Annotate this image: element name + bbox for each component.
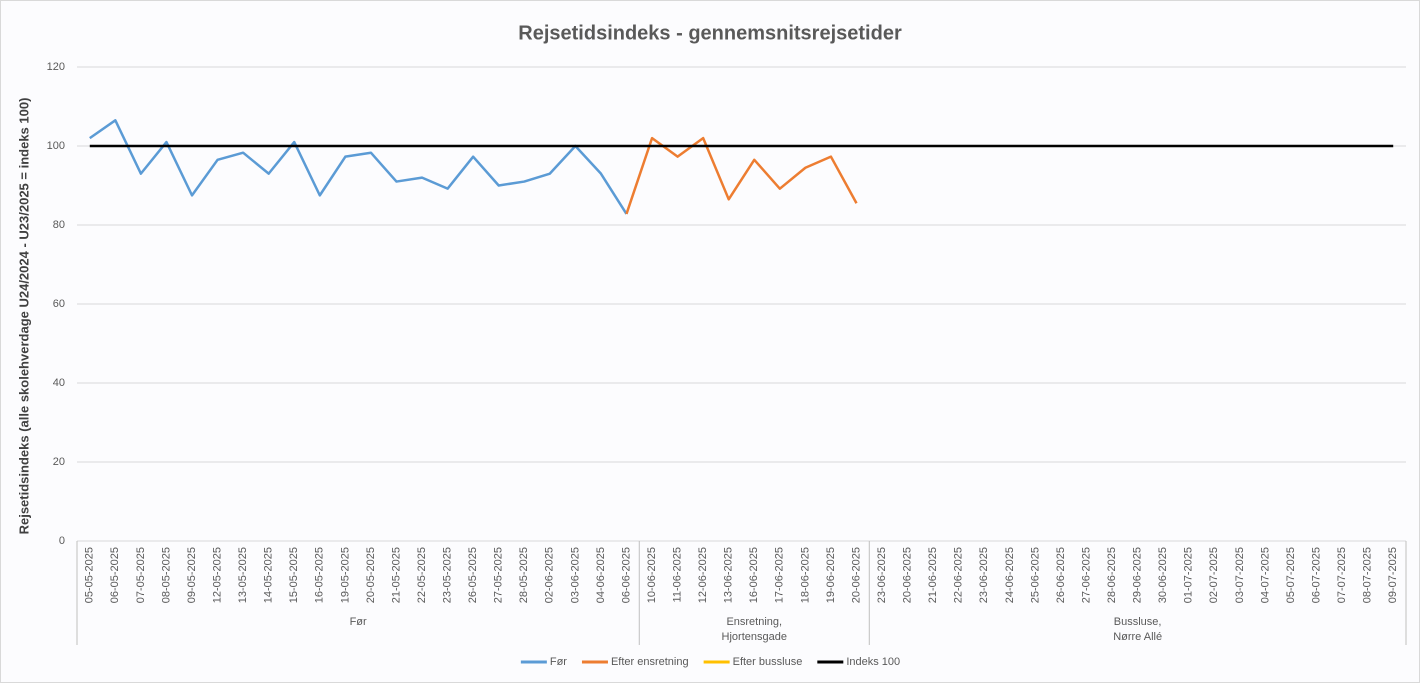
x-tick-label: 16-05-2025 [314,547,326,603]
x-tick-label: 27-06-2025 [1080,547,1092,603]
x-tick-label: 02-06-2025 [544,547,556,603]
series-line [625,136,858,215]
y-tick-label: 40 [53,377,65,389]
x-tick-label: 15-05-2025 [288,547,300,603]
x-tick-label: 25-06-2025 [1029,547,1041,603]
legend-label: Før [550,656,567,668]
x-tick-label: 30-06-2025 [1157,547,1169,603]
x-tick-label: 02-07-2025 [1208,547,1220,603]
series-line [89,119,628,215]
group-label: Nørre Allé [1113,631,1162,643]
y-tick-label: 0 [59,535,65,547]
x-tick-label: 14-05-2025 [263,547,275,603]
x-tick-label: 24-06-2025 [1004,547,1016,603]
y-tick-label: 120 [47,61,65,73]
x-tick-label: 07-07-2025 [1336,547,1348,603]
x-tick-label: 26-05-2025 [467,547,479,603]
x-tick-label: 16-06-2025 [748,547,760,603]
group-label: Bussluse, [1114,616,1162,628]
x-tick-label: 21-05-2025 [390,547,402,603]
x-tick-label: 21-06-2025 [927,547,939,603]
x-tick-label: 09-05-2025 [186,547,198,603]
x-tick-label: 11-06-2025 [672,547,684,602]
x-tick-label: 13-06-2025 [723,547,735,603]
group-label: Hjortensgade [722,631,787,643]
x-tick-label: 05-07-2025 [1285,547,1297,603]
x-tick-label: 08-07-2025 [1362,547,1374,603]
x-tick-label: 19-06-2025 [825,547,837,603]
x-tick-label: 05-05-2025 [84,547,96,603]
x-tick-label: 06-07-2025 [1310,547,1322,603]
x-tick-label: 17-06-2025 [774,547,786,603]
group-label: Ensretning, [726,616,782,628]
y-tick-label: 60 [53,298,65,310]
x-tick-label: 13-05-2025 [237,547,249,603]
y-tick-label: 100 [47,140,65,152]
x-tick-label: 04-06-2025 [595,547,607,603]
y-tick-label: 80 [53,219,65,231]
x-tick-label: 12-06-2025 [697,547,709,603]
legend-label: Indeks 100 [846,656,900,668]
x-tick-label: 03-06-2025 [569,547,581,603]
x-tick-label: 06-05-2025 [109,547,121,603]
legend-label: Efter bussluse [733,656,803,668]
x-tick-label: 27-05-2025 [493,547,505,603]
x-tick-label: 20-06-2025 [850,547,862,603]
chart-title: Rejsetidsindeks - gennemsnitsrejsetider [518,22,902,44]
x-tick-label: 20-06-2025 [902,547,914,603]
x-tick-label: 22-05-2025 [416,547,428,603]
legend-label: Efter ensretning [611,656,689,668]
x-tick-label: 09-07-2025 [1387,547,1399,603]
group-label: Før [350,616,367,628]
x-tick-label: 18-06-2025 [799,547,811,603]
x-tick-label: 20-05-2025 [365,547,377,603]
x-tick-label: 23-06-2025 [876,547,888,603]
x-tick-label: 23-05-2025 [441,547,453,603]
x-tick-label: 23-06-2025 [978,547,990,603]
x-tick-label: 28-06-2025 [1106,547,1118,603]
x-tick-label: 08-05-2025 [160,547,172,603]
x-tick-label: 28-05-2025 [518,547,530,603]
x-tick-label: 06-06-2025 [620,547,632,603]
x-tick-label: 03-07-2025 [1234,547,1246,603]
x-tick-label: 22-06-2025 [953,547,965,603]
x-tick-label: 12-05-2025 [211,547,223,603]
x-tick-label: 04-07-2025 [1259,547,1271,603]
x-tick-label: 01-07-2025 [1183,547,1195,603]
x-tick-label: 07-05-2025 [135,547,147,603]
x-tick-label: 10-06-2025 [646,547,658,603]
x-tick-label: 19-05-2025 [339,547,351,603]
y-tick-label: 20 [53,456,65,468]
y-axis-label: Rejsetidsindeks (alle skolehverdage U24/… [16,98,31,535]
x-tick-label: 26-06-2025 [1055,547,1067,603]
x-tick-label: 29-06-2025 [1132,547,1144,603]
